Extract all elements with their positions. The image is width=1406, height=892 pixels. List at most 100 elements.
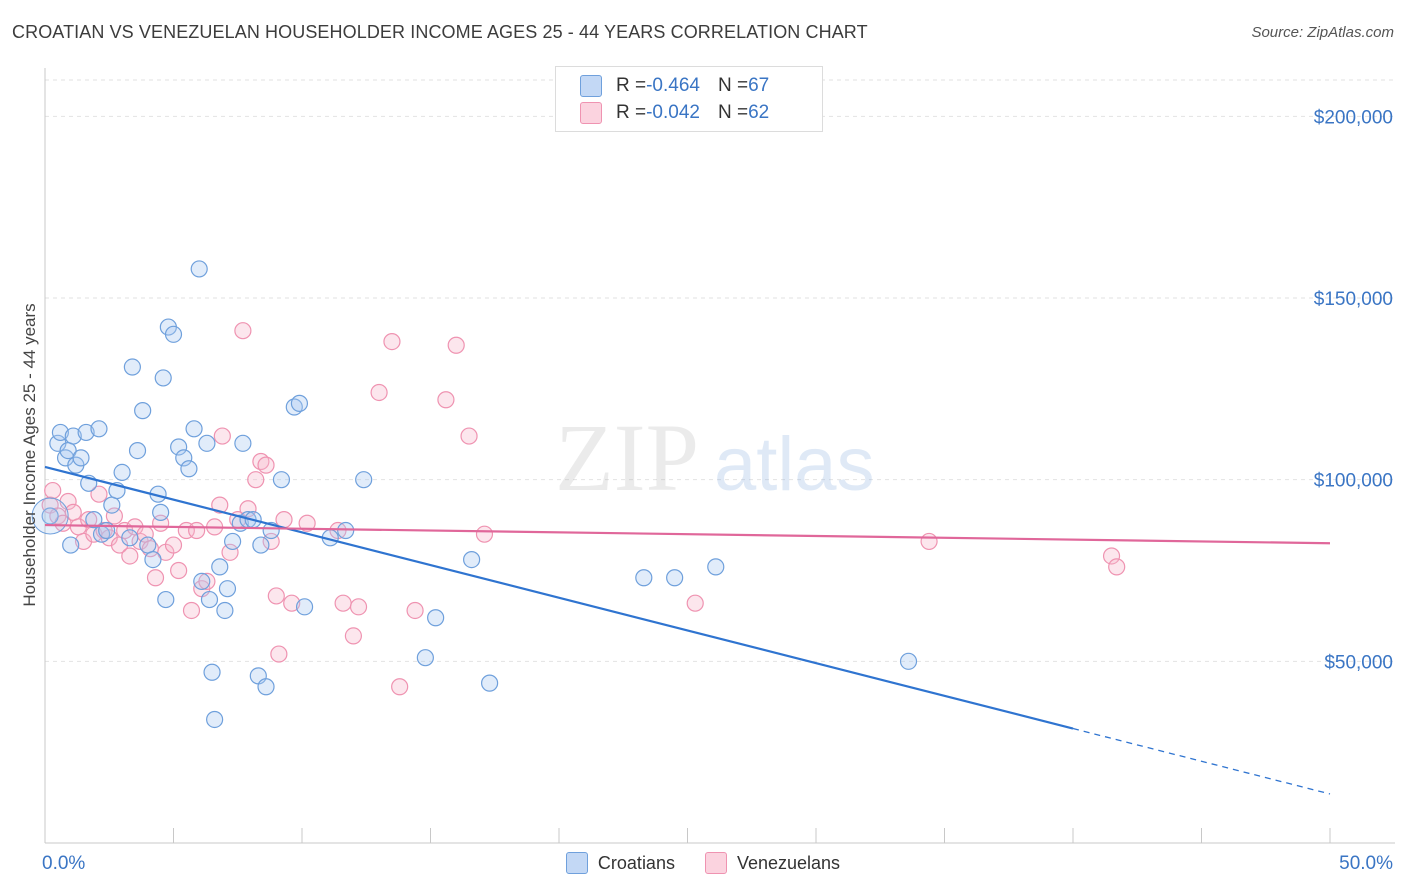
venezuelans-trend-line bbox=[44, 523, 1331, 545]
croatian-point bbox=[152, 503, 170, 521]
croatians-swatch bbox=[580, 75, 602, 97]
chart-title: CROATIAN VS VENEZUELAN HOUSEHOLDER INCOM… bbox=[12, 22, 868, 42]
croatian-point bbox=[134, 402, 152, 420]
croatian-point bbox=[427, 609, 445, 627]
venezuelan-point bbox=[334, 594, 352, 612]
venezuelan-point bbox=[406, 601, 424, 620]
croatian-point bbox=[203, 663, 221, 681]
legend-swatch-venezuelans bbox=[704, 852, 727, 874]
y-axis-label: Householder Income Ages 25 - 44 years bbox=[20, 303, 39, 606]
venezuelan-point bbox=[213, 427, 231, 445]
trend-lines bbox=[44, 465, 1331, 795]
croatian-point bbox=[234, 434, 252, 452]
venezuelan-point bbox=[447, 336, 465, 354]
croatian-point bbox=[272, 471, 291, 489]
croatian-point bbox=[211, 558, 229, 576]
croatian-point bbox=[139, 536, 157, 554]
venezuelans-n-value: 62 bbox=[748, 102, 770, 123]
legend-label-venezuelans: Venezuelans bbox=[736, 852, 841, 873]
croatian-point bbox=[416, 649, 434, 667]
croatian-point bbox=[185, 420, 203, 438]
y-tick-label: $50,000 bbox=[1324, 652, 1393, 673]
venezuelan-point bbox=[182, 601, 201, 620]
venezuelan-point bbox=[383, 333, 401, 351]
croatian-point bbox=[77, 423, 95, 442]
croatian-point bbox=[666, 569, 684, 587]
x-tick-labels: 0.0% 50.0% bbox=[42, 853, 1393, 874]
venezuelan-point bbox=[164, 536, 183, 554]
y-tick-label: $200,000 bbox=[1314, 107, 1393, 128]
croatians-n-label: N = bbox=[717, 75, 749, 96]
venezuelan-point bbox=[170, 561, 188, 580]
legend-item-croatians[interactable]: Croatians bbox=[565, 852, 675, 874]
croatian-point bbox=[113, 463, 131, 481]
venezuelan-point bbox=[460, 427, 478, 445]
venezuelan-point bbox=[267, 587, 285, 605]
croatian-point bbox=[180, 460, 198, 478]
source-label: Source: ZipAtlas.com bbox=[1251, 24, 1394, 41]
croatians-r-value: -0.464 bbox=[646, 75, 700, 96]
croatian-point bbox=[62, 536, 80, 554]
croatian-point bbox=[355, 471, 373, 489]
croatian-point bbox=[224, 532, 242, 551]
croatian-point bbox=[252, 536, 270, 554]
watermark: ZIP atlas bbox=[555, 404, 875, 511]
croatian-point bbox=[635, 569, 653, 587]
venezuelan-point bbox=[221, 543, 239, 561]
croatian-point bbox=[64, 427, 82, 445]
venezuelan-point bbox=[146, 569, 165, 587]
venezuelan-point bbox=[283, 594, 301, 612]
croatian-point bbox=[899, 652, 918, 670]
venezuelan-point bbox=[257, 456, 275, 474]
croatian-point bbox=[90, 420, 108, 438]
venezuelan-point bbox=[121, 547, 139, 565]
croatian-point bbox=[190, 260, 208, 278]
venezuelan-point bbox=[198, 572, 216, 591]
croatians-trend-line bbox=[44, 465, 1074, 730]
croatian-point bbox=[72, 449, 90, 467]
y-tick-labels: $50,000 $100,000 $150,000 $200,000 bbox=[1314, 107, 1393, 673]
venezuelan-point bbox=[349, 598, 368, 616]
venezuelan-point bbox=[475, 525, 494, 543]
croatian-point bbox=[206, 710, 224, 729]
venezuelan-point bbox=[105, 507, 123, 525]
croatian-point bbox=[707, 558, 725, 576]
croatian-point bbox=[216, 601, 234, 620]
croatian-point bbox=[218, 580, 237, 598]
croatians-n-value: 67 bbox=[748, 75, 770, 96]
croatian-point bbox=[154, 369, 172, 387]
bottom-legend: Croatians Venezuelans bbox=[0, 852, 1406, 874]
croatian-point bbox=[103, 496, 121, 514]
croatian-point bbox=[121, 529, 139, 547]
legend-label-croatians: Croatians bbox=[597, 852, 675, 873]
axes bbox=[44, 68, 1395, 844]
croatian-point bbox=[85, 511, 103, 529]
watermark-atlas: atlas bbox=[714, 422, 875, 507]
venezuelan-point bbox=[211, 496, 229, 514]
legend-swatch-croatians bbox=[565, 852, 588, 874]
venezuelan-point bbox=[188, 521, 206, 540]
croatian-point bbox=[51, 423, 70, 442]
venezuelan-point bbox=[90, 485, 108, 503]
stats-row-croatians: R = -0.464 N = 67 bbox=[580, 73, 769, 99]
y-tick-label: $150,000 bbox=[1314, 289, 1393, 310]
venezuelan-point bbox=[44, 481, 62, 500]
croatian-point bbox=[123, 358, 141, 376]
venezuelan-point bbox=[298, 514, 316, 532]
croatian-point bbox=[41, 507, 59, 525]
stats-row-venezuelans: R = -0.042 N = 62 bbox=[580, 100, 769, 126]
croatian-point bbox=[337, 521, 355, 540]
croatian-point bbox=[481, 674, 499, 692]
croatian-point bbox=[290, 394, 309, 412]
croatian-point bbox=[295, 598, 314, 616]
venezuelan-point bbox=[686, 594, 704, 612]
watermark-zip: ZIP bbox=[555, 404, 699, 511]
croatian-point bbox=[257, 678, 275, 696]
stats-legend-box: R = -0.464 N = 67 R = -0.042 N = 62 bbox=[555, 66, 823, 132]
legend-item-venezuelans[interactable]: Venezuelans bbox=[704, 852, 841, 874]
venezuelan-point bbox=[1108, 558, 1126, 576]
croatian-point bbox=[164, 325, 183, 343]
croatian-point bbox=[128, 442, 147, 460]
venezuelan-point bbox=[437, 391, 455, 409]
venezuelan-point bbox=[247, 471, 265, 489]
